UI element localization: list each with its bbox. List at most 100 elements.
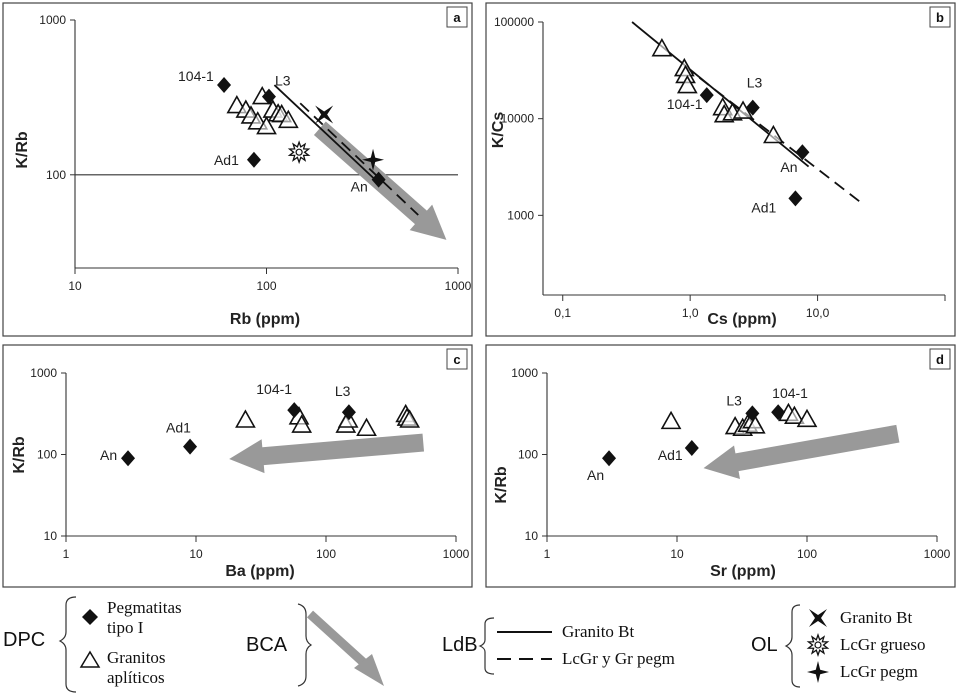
panel-d-point-label: 104-1 xyxy=(772,385,808,401)
panel-d-point-label: L3 xyxy=(726,392,742,408)
panel-d-badge xyxy=(929,348,951,370)
panel-d-ylabel: K/Rb xyxy=(493,466,510,504)
panel-d-triangle-point xyxy=(784,405,805,425)
panel-c-ylabel: K/Rb xyxy=(11,436,28,474)
panel-b-x-tick-label: 10,0 xyxy=(806,306,830,320)
panel-a-letter: a xyxy=(453,10,461,25)
panel-a-sunburst-point-core xyxy=(295,148,303,156)
panel-b-xlabel: Cs (ppm) xyxy=(707,311,776,328)
panel-c-triangle-point xyxy=(399,409,421,428)
legend-dpc-item1-line2: tipo I xyxy=(107,618,144,637)
panel-c-x-tick-label: 100 xyxy=(316,547,336,561)
panel-d-arrow-shape xyxy=(703,424,900,479)
legend-ol-item1: Granito Bt xyxy=(840,608,913,627)
legend-bowtie-icon xyxy=(809,609,827,627)
legend-dpc-item1-line1: Pegmatitas xyxy=(107,598,182,617)
panel-d-trend-arrow xyxy=(703,424,900,479)
panel-d-diamond-point xyxy=(771,404,786,421)
panel-b-point-label: 104-1 xyxy=(667,96,703,112)
panel-a-triangle-point xyxy=(277,109,299,129)
panel-c-plot: 1 10 100 1000 1000 100 10 An Ad1 104-1 L3 xyxy=(30,366,469,561)
legend-triangle-icon xyxy=(79,650,101,668)
panel-c-arrow-shape xyxy=(229,433,425,474)
legend-dpc-item2-line2: aplíticos xyxy=(107,668,165,687)
panel-a-triangle-point xyxy=(256,115,277,135)
panel-c-triangle-point xyxy=(291,414,313,433)
panel-c-letter: c xyxy=(453,352,460,367)
panel-b-ylabel: K/Cs xyxy=(490,112,507,149)
panel-a-point-label: 104-1 xyxy=(178,68,214,84)
panel-d-y-tick-label: 10 xyxy=(525,529,539,543)
panel-d-y-tick-label: 100 xyxy=(518,448,538,462)
panel-b-x-tick-label: 1,0 xyxy=(682,306,699,320)
legend-arrow-shaft xyxy=(306,610,368,667)
legend-diamond-icon xyxy=(82,609,98,625)
panel-b-triangle-point xyxy=(732,100,754,119)
panel-a-diamond-point xyxy=(371,171,386,188)
panel-b-plot: 0,1 1,0 10,0 100000 10000 1000 104-1 L3 An Ad1 xyxy=(494,15,946,320)
legend-sunburst-icon xyxy=(806,633,830,657)
panel-c-y-tick-label: 100 xyxy=(37,448,57,462)
panel-d-diamond-point xyxy=(684,440,699,457)
panel-a-y-tick-label: 1000 xyxy=(39,13,66,27)
legend-ldb-item1: Granito Bt xyxy=(562,622,635,641)
legend-ldb-brace xyxy=(478,617,495,675)
panel-d-triangle-point xyxy=(744,415,766,434)
panel-b-triangle-point xyxy=(676,74,698,94)
legend-dpc-item2-line1: Granitos xyxy=(107,648,166,667)
panel-a-point-label: An xyxy=(351,179,368,195)
panel-a-diamond-point xyxy=(261,88,276,105)
panel-a-point-label: L3 xyxy=(275,73,291,89)
panel-b-y-tick-label: 1000 xyxy=(507,208,534,222)
panel-a-point-label: Ad1 xyxy=(214,152,239,168)
panel-a-x-tick-label: 100 xyxy=(256,279,276,293)
panel-d-point-label: Ad1 xyxy=(658,447,683,463)
panel-c-triangle-point xyxy=(356,417,377,437)
panel-d-x-tick-label: 1 xyxy=(544,547,551,561)
panel-d-diamond-point xyxy=(745,405,760,422)
panel-a-xlabel: Rb (ppm) xyxy=(230,311,300,328)
legend-ol-item3: LcGr pegm xyxy=(840,662,918,681)
legend-star-icon xyxy=(807,661,829,683)
panel-b-diamond-point xyxy=(788,190,803,207)
panel-d-y-tick-label: 1000 xyxy=(511,366,538,380)
panel-d-letter: d xyxy=(936,352,944,367)
panel-c-diamond-point xyxy=(183,438,198,455)
panel-b-triangle-point xyxy=(763,124,784,144)
panel-c-point-label: Ad1 xyxy=(166,420,191,436)
panel-a-dashed-line xyxy=(299,102,419,216)
legend-ldb-item2: LcGr y Gr pegm xyxy=(562,649,675,668)
panel-a-diamond-point xyxy=(217,77,232,94)
panel-d-x-tick-label: 10 xyxy=(670,547,684,561)
panel-b-point-label: L3 xyxy=(747,75,763,91)
panel-c-triangle-point xyxy=(235,409,256,428)
panel-b-diamond-point xyxy=(745,99,760,116)
legend-bca-label: BCA xyxy=(246,634,288,656)
legend-arrow-icon xyxy=(354,654,384,686)
panel-c-diamond-point xyxy=(121,450,136,467)
panel-d-plot: 1 10 100 1000 1000 100 10 An Ad1 L3 104-1 xyxy=(511,366,950,561)
panel-a-solid-line xyxy=(273,84,379,183)
panel-b-point-label: An xyxy=(780,159,797,175)
legend-bca-brace xyxy=(297,603,313,687)
panel-c-point-label: An xyxy=(100,447,117,463)
panel-c-y-tick-label: 10 xyxy=(44,529,58,543)
panel-d-x-tick-label: 100 xyxy=(797,547,817,561)
panel-a-x-tick-label: 1000 xyxy=(445,279,472,293)
legend-dpc-label: DPC xyxy=(3,629,45,651)
panel-c-trend-arrow xyxy=(229,433,425,474)
panel-a-bowtie-point xyxy=(315,105,334,124)
panel-b-triangle-point xyxy=(651,38,673,57)
legend-ol-brace xyxy=(784,604,801,688)
panel-b-point-label: Ad1 xyxy=(751,199,776,215)
panel-b-badge xyxy=(929,6,951,28)
legend-dpc-brace xyxy=(58,596,77,693)
panel-c-badge xyxy=(446,348,468,370)
panel-b-y-tick-label: 10000 xyxy=(501,112,535,126)
legend-ol-icons xyxy=(806,609,830,683)
panel-d-xlabel: Sr (ppm) xyxy=(710,563,776,580)
panel-d-frame xyxy=(485,344,956,588)
legend-sunburst-icon-core xyxy=(814,641,822,649)
panel-d-triangle-point xyxy=(796,408,818,428)
